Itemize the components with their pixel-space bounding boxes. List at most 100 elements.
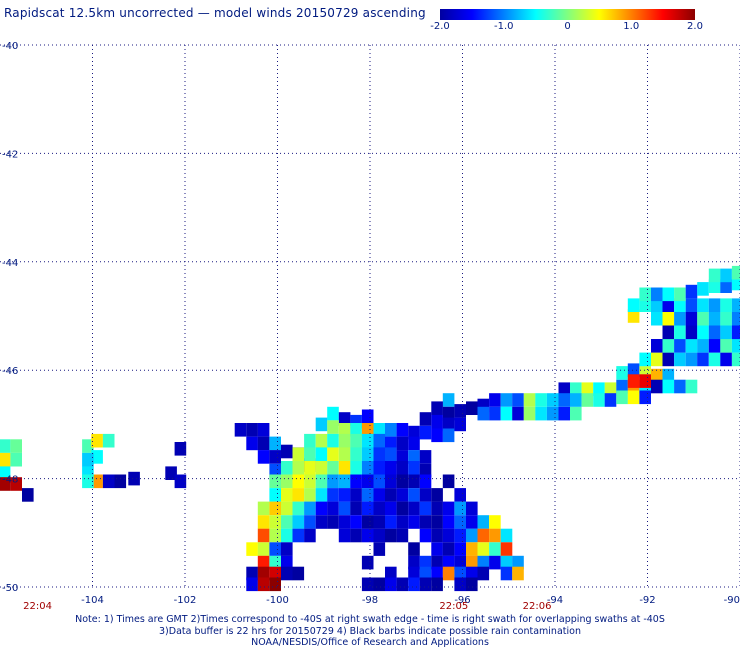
wind-cell <box>431 528 443 543</box>
wind-cell <box>327 420 339 434</box>
wind-cell <box>257 566 270 581</box>
wind-cell <box>454 501 466 516</box>
wind-cell <box>361 555 374 570</box>
wind-cell <box>674 311 686 326</box>
wind-cell <box>396 515 409 529</box>
wind-cell <box>338 423 351 437</box>
wind-cell <box>327 461 339 475</box>
colorbar-tick-label: 0 <box>564 21 571 32</box>
wind-cell <box>419 566 432 581</box>
wind-cell <box>338 528 351 543</box>
wind-cell <box>697 282 709 296</box>
wind-cell <box>281 488 293 502</box>
wind-cell <box>281 461 293 475</box>
wind-cell <box>257 577 270 592</box>
wind-cell <box>639 390 651 405</box>
wind-cell <box>708 352 721 367</box>
wind-cell <box>269 555 281 570</box>
wind-cell <box>442 474 455 489</box>
wind-cell <box>581 393 594 407</box>
wind-cell <box>708 339 721 353</box>
wind-cell <box>361 488 374 502</box>
wind-cell <box>408 577 420 592</box>
wind-cell <box>604 382 617 396</box>
wind-cell <box>304 474 316 489</box>
wind-cell <box>419 577 432 592</box>
wind-cell <box>82 439 94 453</box>
wind-cell <box>396 450 409 464</box>
wind-cell <box>373 474 386 489</box>
wind-cell <box>708 325 721 340</box>
wind-cell <box>361 474 374 489</box>
wind-cell <box>466 401 478 415</box>
wind-cell <box>731 325 740 340</box>
wind-cell <box>662 287 675 302</box>
wind-cell <box>685 379 698 394</box>
wind-cell <box>269 463 281 478</box>
wind-cell <box>685 352 698 367</box>
wind-cell <box>431 488 443 502</box>
wind-cell <box>361 447 374 461</box>
wind-cell <box>10 439 22 453</box>
wind-cell <box>442 406 455 421</box>
longitude-label: -102 <box>174 595 197 606</box>
wind-cell <box>500 555 513 570</box>
wind-cell <box>0 439 11 453</box>
wind-cell <box>477 566 490 581</box>
colorbar-tick-label: -2.0 <box>430 21 450 32</box>
wind-cell <box>558 393 571 407</box>
wind-cell <box>408 474 420 489</box>
wind-cell <box>246 423 258 437</box>
wind-cell <box>454 566 466 581</box>
wind-cell <box>315 488 328 502</box>
wind-cell <box>385 577 397 592</box>
wind-cell <box>269 577 281 592</box>
wind-cell <box>373 528 386 543</box>
time-label: 22:06 <box>523 601 552 612</box>
wind-cell <box>385 474 397 489</box>
wind-cell <box>408 501 420 516</box>
wind-cell <box>651 339 663 353</box>
wind-cell <box>165 466 177 480</box>
wind-cell <box>269 436 281 451</box>
wind-cell <box>22 488 34 502</box>
wind-cell <box>639 374 651 388</box>
wind-cell <box>385 528 397 543</box>
wind-cell <box>408 450 420 464</box>
wind-cell <box>338 447 351 461</box>
wind-cell <box>651 352 663 367</box>
wind-cell <box>234 423 247 437</box>
wind-cell <box>281 444 293 459</box>
wind-cell <box>431 577 443 592</box>
wind-cell <box>0 477 11 491</box>
longitude-label: -96 <box>454 595 470 606</box>
data-cells <box>0 265 740 592</box>
wind-cell <box>697 339 709 353</box>
wind-cell <box>720 311 732 326</box>
longitude-label: -104 <box>81 595 104 606</box>
wind-cell <box>338 412 351 426</box>
wind-cell <box>500 528 513 543</box>
wind-cell <box>697 352 709 367</box>
wind-cell <box>315 515 328 529</box>
wind-cell <box>246 436 258 451</box>
wind-cell <box>546 406 559 421</box>
wind-cell <box>512 393 524 407</box>
wind-cell <box>350 423 362 437</box>
wind-cell <box>662 298 675 312</box>
wind-cell <box>246 542 258 556</box>
wind-cell <box>373 501 386 516</box>
map-title: Rapidscat 12.5km uncorrected — model win… <box>4 6 426 20</box>
wind-cell <box>442 566 455 581</box>
wind-cell <box>651 311 663 326</box>
wind-cell <box>82 466 94 480</box>
wind-cell <box>431 566 443 581</box>
wind-cell <box>373 515 386 529</box>
wind-cell <box>257 528 270 543</box>
wind-cell <box>269 542 281 556</box>
wind-cell <box>454 417 466 432</box>
wind-cell <box>604 393 617 407</box>
wind-cell <box>82 452 94 467</box>
colorbar-tick-label: 2.0 <box>687 21 703 32</box>
wind-cell <box>327 433 339 448</box>
